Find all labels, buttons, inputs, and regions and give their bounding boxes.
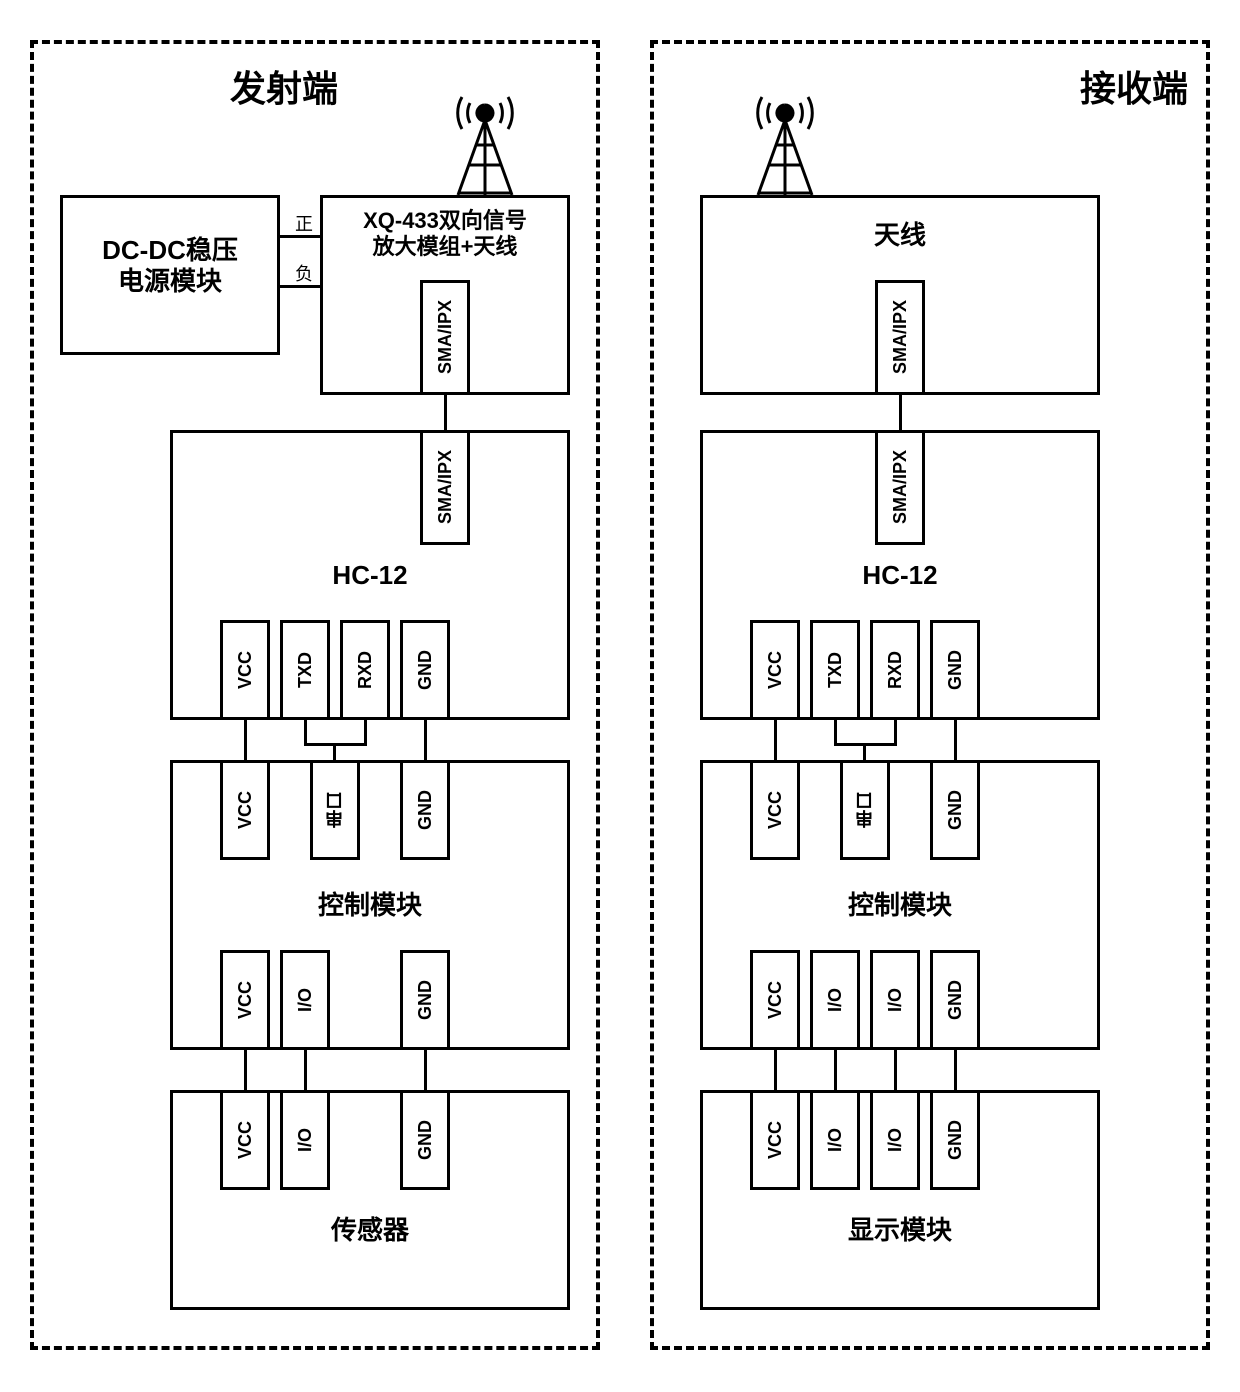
pin-gnd: GND: [400, 760, 450, 860]
sensor-label: 传感器: [170, 1215, 570, 1246]
hc12-sma-pin: SMA/IPX: [420, 430, 470, 545]
sma-pin: SMA/IPX: [875, 430, 925, 545]
ctrl-label: 控制模块: [700, 890, 1100, 921]
pin-gnd: GND: [930, 760, 980, 860]
pin-serial: 串口: [840, 760, 890, 860]
hc12-label: HC-12: [700, 560, 1100, 591]
wire: [774, 1050, 777, 1090]
wire: [834, 720, 837, 745]
pin-gnd: GND: [400, 620, 450, 720]
rx-title: 接收端: [1080, 60, 1188, 112]
hc12-label: HC-12: [170, 560, 570, 591]
wire: [304, 1050, 307, 1090]
antenna-label: 天线: [700, 220, 1100, 251]
wire: [954, 720, 957, 760]
wire: [333, 743, 336, 760]
pin-vcc: VCC: [750, 620, 800, 720]
wire: [424, 720, 427, 760]
pin-gnd: GND: [400, 950, 450, 1050]
pin-io: I/O: [810, 950, 860, 1050]
tx-title: 发射端: [230, 60, 338, 112]
sma-pin: SMA/IPX: [875, 280, 925, 395]
pin-gnd: GND: [400, 1090, 450, 1190]
pin-io: I/O: [280, 950, 330, 1050]
pin-io: I/O: [810, 1090, 860, 1190]
wire: [834, 1050, 837, 1090]
wire: [774, 720, 777, 760]
pos-label: 正: [295, 210, 313, 236]
diagram-canvas: 发射端 DC-DC稳压 电源模块 正 负 XQ-433双向信号 放大模组+天线 …: [20, 20, 1220, 1372]
pin-txd: TXD: [280, 620, 330, 720]
pin-rxd: RXD: [870, 620, 920, 720]
pin-rxd: RXD: [340, 620, 390, 720]
ctrl-label: 控制模块: [170, 890, 570, 921]
wire: [304, 720, 307, 745]
pin-gnd: GND: [930, 1090, 980, 1190]
pin-gnd: GND: [930, 620, 980, 720]
antenna-icon: [740, 95, 830, 195]
wire: [244, 1050, 247, 1090]
pin-vcc: VCC: [750, 950, 800, 1050]
pin-vcc: VCC: [750, 760, 800, 860]
wire: [244, 720, 247, 760]
display-label: 显示模块: [700, 1215, 1100, 1246]
wire: [364, 720, 367, 745]
pin-io: I/O: [280, 1090, 330, 1190]
antenna-icon: [440, 95, 530, 195]
wire: [424, 1050, 427, 1090]
pin-gnd: GND: [930, 950, 980, 1050]
neg-label: 负: [295, 260, 313, 286]
pin-vcc: VCC: [220, 950, 270, 1050]
wire: [444, 395, 447, 430]
amp-label: XQ-433双向信号 放大模组+天线: [320, 208, 570, 261]
wire: [899, 395, 902, 430]
pin-io: I/O: [870, 1090, 920, 1190]
power-label: DC-DC稳压 电源模块: [60, 235, 280, 297]
wire: [894, 1050, 897, 1090]
amp-sma-pin: SMA/IPX: [420, 280, 470, 395]
pin-vcc: VCC: [750, 1090, 800, 1190]
pin-vcc: VCC: [220, 1090, 270, 1190]
pin-txd: TXD: [810, 620, 860, 720]
wire: [894, 720, 897, 745]
wire: [863, 743, 866, 760]
pin-vcc: VCC: [220, 620, 270, 720]
wire: [954, 1050, 957, 1090]
pin-io: I/O: [870, 950, 920, 1050]
pin-serial: 串口: [310, 760, 360, 860]
pin-vcc: VCC: [220, 760, 270, 860]
